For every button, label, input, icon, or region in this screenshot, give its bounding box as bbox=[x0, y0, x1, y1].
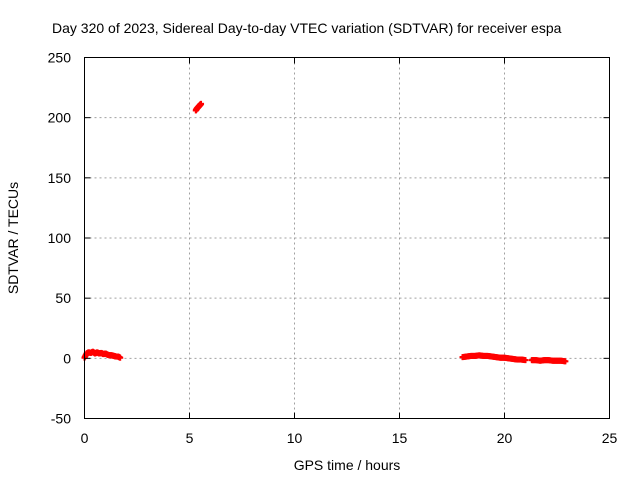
x-tick-label: 20 bbox=[497, 430, 513, 446]
y-tick-label: 200 bbox=[48, 110, 72, 126]
x-tick-label: 0 bbox=[81, 430, 89, 446]
y-tick-label: 0 bbox=[63, 350, 71, 366]
data-segment bbox=[81, 348, 124, 361]
y-tick-label: 100 bbox=[48, 230, 72, 246]
y-tick-label: 50 bbox=[55, 290, 71, 306]
chart-title: Day 320 of 2023, Sidereal Day-to-day VTE… bbox=[52, 20, 562, 36]
x-tick-label: 15 bbox=[392, 430, 408, 446]
grid-lines bbox=[84, 57, 610, 419]
data-point bbox=[117, 354, 124, 361]
data-segment bbox=[192, 100, 205, 114]
data-segment bbox=[459, 352, 529, 364]
y-tick-label: -50 bbox=[51, 411, 71, 427]
y-tick-labels: -50 0 50 100 150 200 250 bbox=[48, 50, 72, 427]
y-tick-label: 250 bbox=[48, 50, 72, 66]
x-tick-labels: 0 5 10 15 20 25 bbox=[81, 430, 618, 446]
data-point bbox=[562, 358, 569, 365]
data-point bbox=[522, 357, 529, 364]
data-points bbox=[81, 100, 569, 365]
x-tick-label: 5 bbox=[186, 430, 194, 446]
y-tick-label: 150 bbox=[48, 170, 72, 186]
x-tick-label: 10 bbox=[287, 430, 303, 446]
axis-ticks bbox=[84, 57, 610, 419]
y-axis-label: SDTVAR / TECUs bbox=[5, 182, 21, 294]
x-axis-label: GPS time / hours bbox=[294, 457, 401, 473]
data-point bbox=[198, 100, 205, 107]
data-segment bbox=[528, 357, 569, 365]
x-tick-label: 25 bbox=[602, 430, 618, 446]
